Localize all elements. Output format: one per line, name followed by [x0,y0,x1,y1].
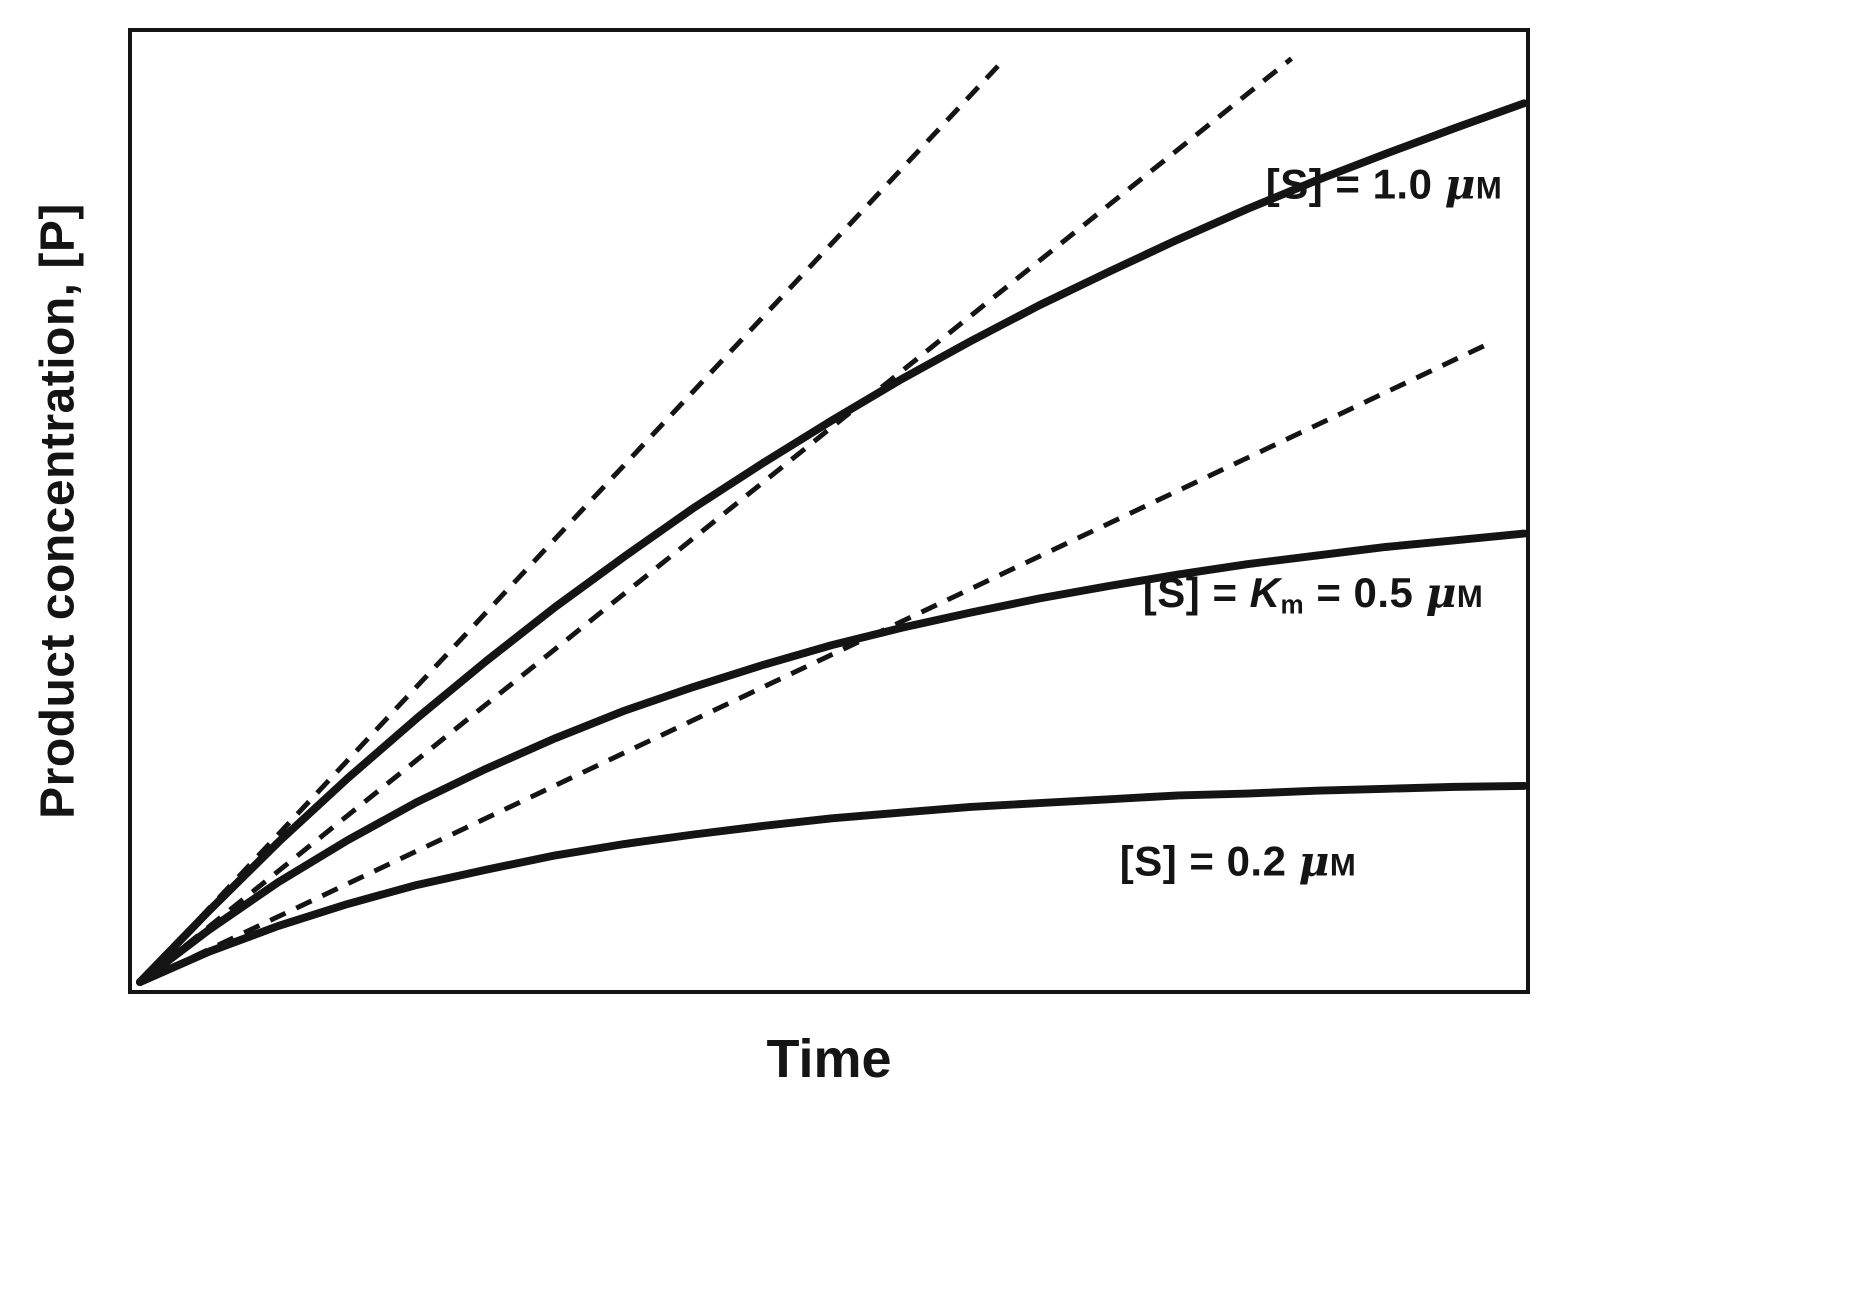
series-label-part: μ [1425,567,1457,617]
series-label-part: M [1329,847,1357,883]
progress-curve-s-0-2 [135,781,1526,987]
series-label-part: [S] = 1.0 [1265,160,1445,208]
series-label-part: M [1456,578,1484,614]
series-label-s-km-0-5: [S] = Km = 0.5 μM [1143,568,1483,621]
plot-canvas [135,56,1526,987]
series-label-part: K [1249,568,1281,616]
series-label-part: [S] = 0.2 [1119,837,1299,885]
series-label-part: m [1280,589,1305,620]
series-label-s-0-2: [S] = 0.2 μM [1120,837,1357,886]
series-label-part: μ [1298,836,1330,886]
initial-rate-tangent-t-1-0 [138,56,1007,984]
series-label-part: M [1475,170,1503,206]
x-axis-label: Time [766,1029,892,1089]
series-label-s-1-0: [S] = 1.0 μM [1266,160,1503,209]
series-label-part: = 0.5 [1304,568,1426,616]
initial-rate-tangent-t-0-2 [138,339,1495,985]
series-label-part: μ [1444,159,1476,209]
progress-curve-s-1-0 [135,99,1526,987]
plot-area: [S] = 1.0 μM [S] = Km = 0.5 μM [S] = 0.2 μ… [128,28,1530,994]
initial-rate-tangent-t-km-0-5 [138,56,1294,984]
progress-curve-s-km-0-5 [135,529,1526,987]
series-label-part: [S] = [1142,568,1250,616]
y-axis-label: Product concentration, [P] [31,203,85,819]
